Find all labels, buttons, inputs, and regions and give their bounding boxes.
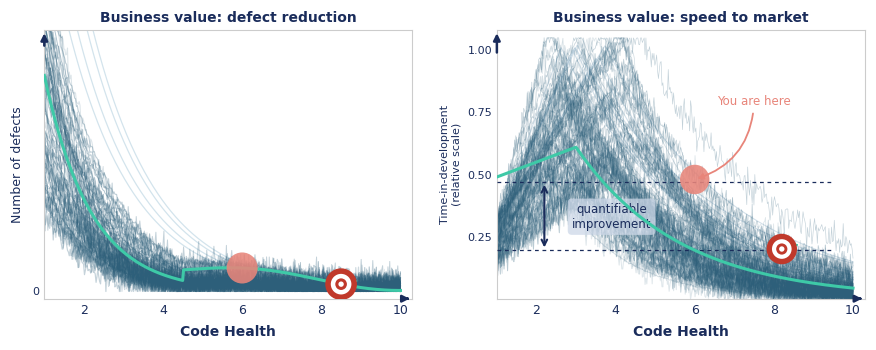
Title: Business value: speed to market: Business value: speed to market: [553, 11, 809, 25]
Point: [774, 246, 788, 252]
Point: [334, 281, 348, 287]
Point: [334, 281, 348, 287]
Point: [334, 281, 348, 287]
Text: You are here: You are here: [699, 95, 791, 178]
Point: [774, 246, 788, 252]
Text: quantifiable
improvement: quantifiable improvement: [572, 203, 652, 231]
X-axis label: Code Health: Code Health: [633, 325, 729, 339]
X-axis label: Code Health: Code Health: [180, 325, 276, 339]
Point: [774, 246, 788, 252]
Y-axis label: Time-in-development
(relative scale): Time-in-development (relative scale): [440, 105, 462, 224]
Point: [235, 265, 249, 271]
Point: [688, 177, 702, 182]
Title: Business value: defect reduction: Business value: defect reduction: [100, 11, 357, 25]
Point: [334, 281, 348, 287]
Point: [774, 246, 788, 252]
Y-axis label: Number of defects: Number of defects: [11, 106, 25, 223]
